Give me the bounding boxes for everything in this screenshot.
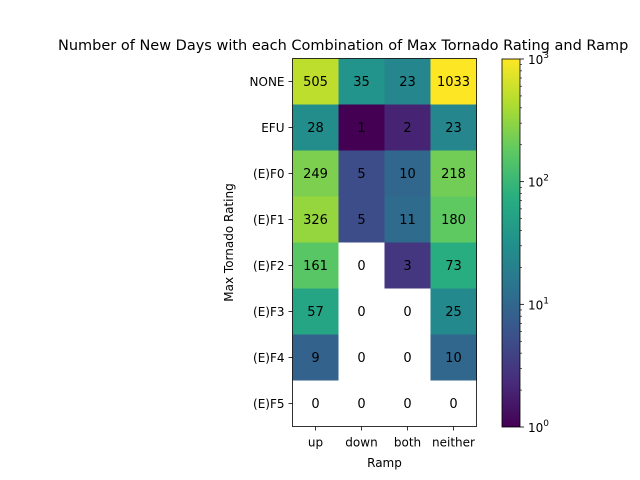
- heatmap-cell: [430, 288, 477, 335]
- heatmap-cell: [384, 242, 431, 289]
- cell-value-label: 10: [399, 167, 416, 182]
- heatmap-cells: [292, 58, 477, 427]
- heatmap-cell: [292, 242, 339, 289]
- y-axis-label: Max Tornado Rating: [222, 183, 236, 301]
- cell-value-label: 161: [303, 259, 328, 274]
- y-tick-label: EFU: [261, 121, 284, 135]
- heatmap-cell: [384, 58, 431, 105]
- x-tick-label: neither: [432, 436, 475, 450]
- heatmap-cell: [338, 288, 385, 335]
- y-tick-label: NONE: [250, 75, 285, 89]
- y-tick-label: (E)F3: [253, 305, 284, 319]
- y-tick-label: (E)F4: [253, 351, 284, 365]
- cell-value-label: 180: [441, 213, 466, 228]
- chart-title: Number of New Days with each Combination…: [58, 38, 628, 54]
- heatmap-cell: [338, 334, 385, 381]
- cell-value-label: 23: [399, 75, 416, 90]
- colorbar-tick-label: 101: [528, 296, 549, 312]
- cell-value-label: 2: [403, 121, 411, 136]
- heatmap-cell: [338, 58, 385, 105]
- colorbar-frame: [501, 58, 521, 428]
- heatmap-cell: [292, 334, 339, 381]
- heatmap-cell: [430, 242, 477, 289]
- y-tick-label: (E)F0: [253, 167, 284, 181]
- colorbar-gradient: [502, 59, 520, 427]
- y-tick-label: (E)F2: [253, 259, 284, 273]
- cell-value-label: 0: [403, 397, 411, 412]
- heatmap-cell: [430, 104, 477, 151]
- cell-value-label: 0: [357, 351, 365, 366]
- heatmap-cell: [430, 58, 477, 105]
- heatmap-cell: [292, 104, 339, 151]
- cell-value-label: 5: [357, 213, 365, 228]
- heatmap-cell: [384, 288, 431, 335]
- cell-value-label: 23: [445, 121, 462, 136]
- cell-value-label: 0: [311, 397, 319, 412]
- cell-value-label: 1: [357, 121, 365, 136]
- heatmap-cell: [430, 380, 477, 427]
- plot-frame: [292, 58, 477, 427]
- cell-value-label: 0: [357, 397, 365, 412]
- cell-value-label: 249: [303, 167, 328, 182]
- cell-value-label: 73: [445, 259, 462, 274]
- heatmap-cell: [384, 196, 431, 243]
- cell-value-label: 28: [307, 121, 324, 136]
- heatmap-cell: [292, 380, 339, 427]
- heatmap-cell: [338, 104, 385, 151]
- cell-value-label: 9: [311, 351, 319, 366]
- heatmap-cell: [292, 58, 339, 105]
- cell-value-label: 10: [445, 351, 462, 366]
- cell-value-label: 0: [357, 305, 365, 320]
- y-axis: NONE EFU (E)F0 (E)F1 (E)F2 (E)F3 (E)F4 (E)F5: [250, 75, 293, 411]
- cell-value-label: 3: [403, 259, 411, 274]
- heatmap-cell: [384, 380, 431, 427]
- heatmap-cell: [430, 196, 477, 243]
- heatmap-cell: [384, 104, 431, 151]
- cell-value-label: 0: [403, 351, 411, 366]
- cell-value-label: 1033: [437, 75, 470, 90]
- cell-value-label: 505: [303, 75, 328, 90]
- cell-value-label: 35: [353, 75, 370, 90]
- heatmap-cell: [430, 334, 477, 381]
- heatmap-cell: [338, 150, 385, 197]
- heatmap-cell: [338, 242, 385, 289]
- cell-value-label: 0: [357, 259, 365, 274]
- cell-value-label: 0: [403, 305, 411, 320]
- x-axis-label: Ramp: [367, 456, 402, 470]
- y-tick-label: (E)F5: [253, 397, 284, 411]
- cell-value-label: 0: [449, 397, 457, 412]
- cell-value-label: 5: [357, 167, 365, 182]
- cell-value-label: 25: [445, 305, 462, 320]
- x-axis: up down both neither: [308, 426, 475, 450]
- colorbar-ticks: 100 101 102 103: [520, 51, 549, 435]
- heatmap-cell: [292, 288, 339, 335]
- cell-value-label: 11: [399, 213, 416, 228]
- heatmap-cell: [338, 196, 385, 243]
- heatmap-cell: [292, 196, 339, 243]
- x-tick-label: down: [345, 436, 377, 450]
- heatmap-cell: [292, 150, 339, 197]
- heatmap-cell: [338, 380, 385, 427]
- cell-labels: 505 35 23 1033 28 1 2 23 249 5 10 218 326 5 11 180 161 0 3…: [303, 75, 470, 412]
- colorbar-tick-label: 102: [528, 174, 549, 190]
- x-tick-label: both: [394, 436, 421, 450]
- colorbar-tick-label: 103: [528, 51, 549, 67]
- cell-value-label: 57: [307, 305, 324, 320]
- cell-value-label: 326: [303, 213, 328, 228]
- colorbar-tick-label: 100: [528, 419, 549, 435]
- colorbar: 100 101 102 103: [501, 51, 549, 435]
- y-tick-label: (E)F1: [253, 213, 284, 227]
- heatmap-cell: [384, 150, 431, 197]
- cell-value-label: 218: [441, 167, 466, 182]
- heatmap-cell: [430, 150, 477, 197]
- x-tick-label: up: [308, 436, 323, 450]
- heatmap-cell: [384, 334, 431, 381]
